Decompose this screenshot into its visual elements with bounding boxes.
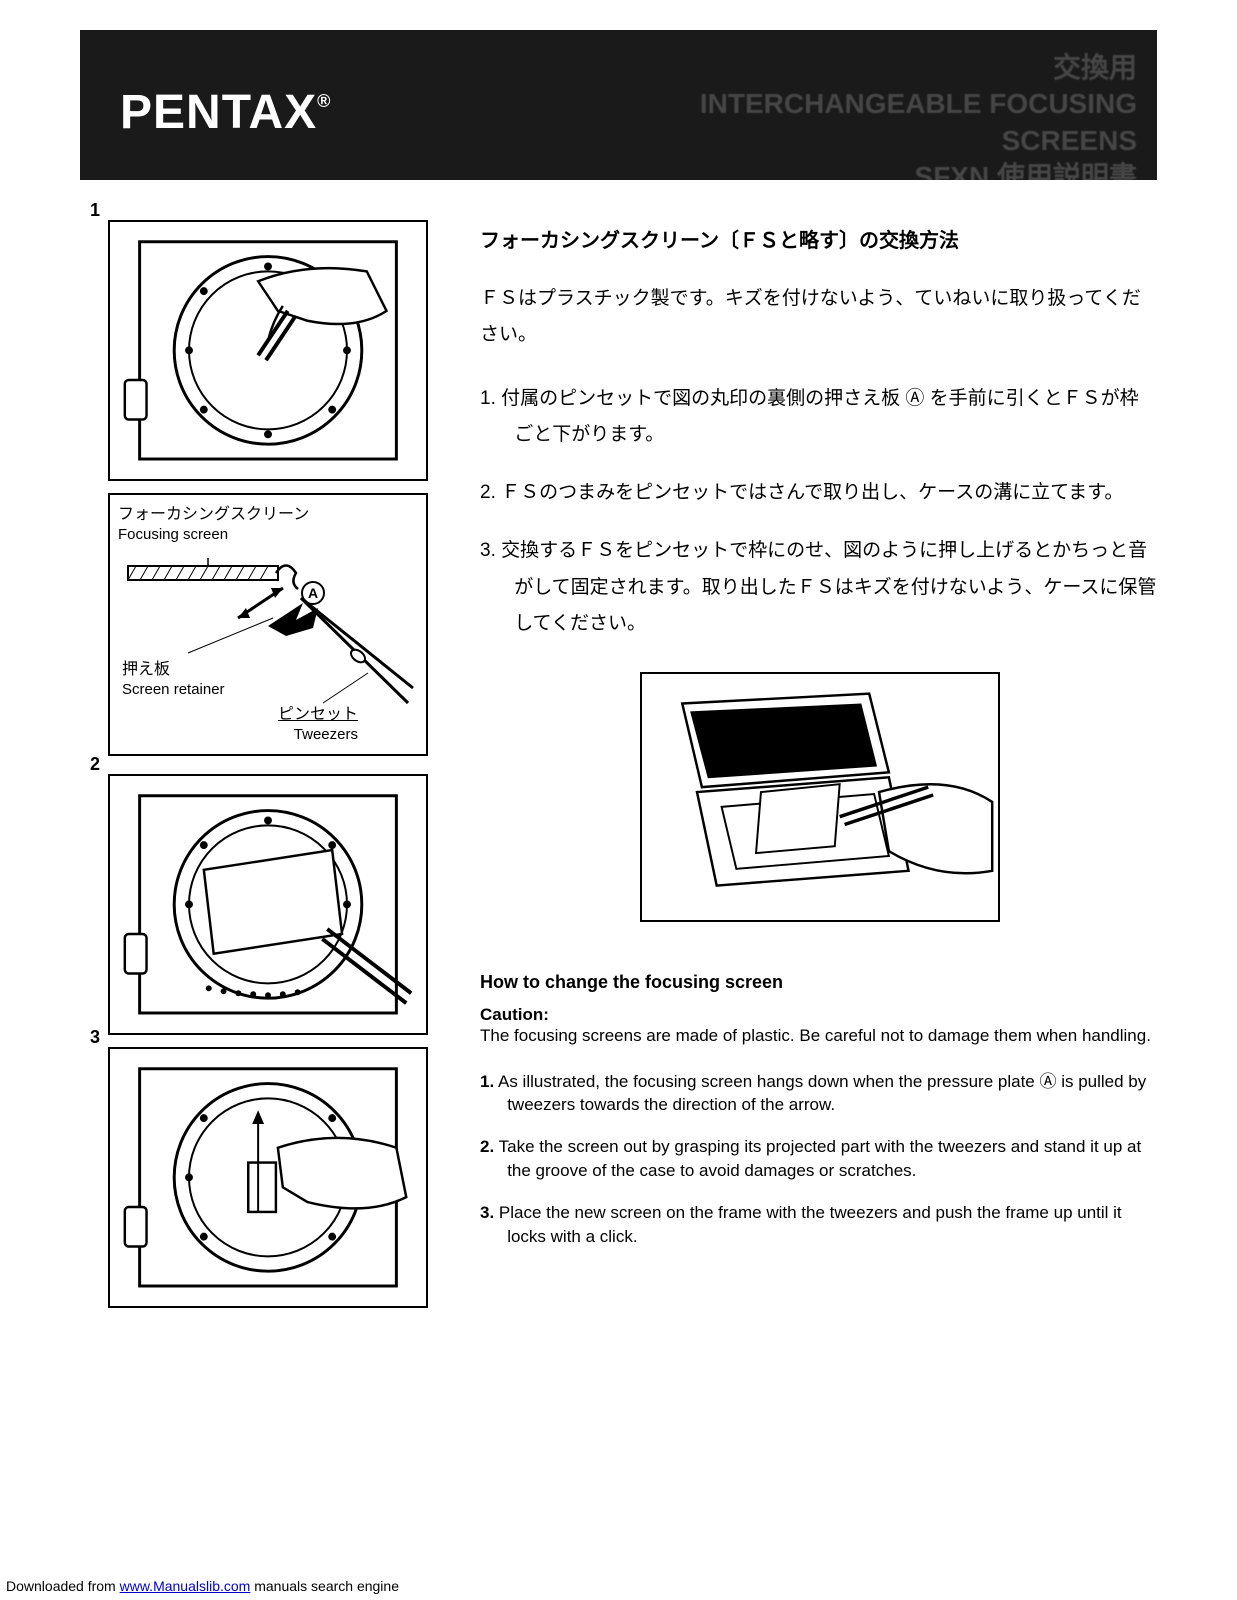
figure-3: 3	[108, 1047, 428, 1308]
jp-step-3: 3. 交換するＦＳをピンセットで枠にのせ、図のように押し上げるとかちっと音がして…	[480, 533, 1157, 641]
en-step-1: 1. As illustrated, the focusing screen h…	[480, 1070, 1157, 1118]
label-tweezers-jp: ピンセット	[118, 705, 358, 724]
footer: Downloaded from www.Manualslib.com manua…	[6, 1578, 399, 1594]
figure-2-number: 2	[90, 754, 100, 775]
diagram-labels: フォーカシングスクリーン Focusing screen	[108, 493, 428, 757]
figure-1-illustration	[110, 222, 426, 479]
figure-1: 1	[108, 220, 428, 481]
en-step-2: 2. Take the screen out by grasping its p…	[480, 1135, 1157, 1183]
figure-3-number: 3	[90, 1027, 100, 1048]
label-focusing-screen-en: Focusing screen	[118, 526, 418, 544]
en-caution-label: Caution:	[480, 1005, 1157, 1025]
en-title: How to change the focusing screen	[480, 972, 1157, 993]
left-column: 1	[80, 220, 440, 1320]
figure-2-illustration	[110, 776, 426, 1033]
en-steps: 1. As illustrated, the focusing screen h…	[480, 1070, 1157, 1249]
figure-2: 2	[108, 774, 428, 1035]
en-caution: The focusing screens are made of plastic…	[480, 1025, 1157, 1048]
figure-1-number: 1	[90, 200, 100, 221]
footer-link[interactable]: www.Manualslib.com	[120, 1578, 251, 1594]
header-band: PENTAX® 交換用 INTERCHANGEABLE FOCUSING SCR…	[80, 30, 1157, 180]
label-focusing-screen-jp: フォーカシングスクリーン	[118, 505, 418, 524]
jp-intro: ＦＳはプラスチック製です。キズを付けないよう、ていねいに取り扱ってください。	[480, 281, 1157, 353]
case-figure	[640, 672, 1000, 922]
brand-text: PENTAX	[120, 86, 317, 139]
en-step-3: 3. Place the new screen on the frame wit…	[480, 1201, 1157, 1249]
jp-title: フォーカシングスクリーン〔ＦＳと略す〕の交換方法	[480, 224, 1157, 253]
content-columns: 1	[80, 220, 1157, 1320]
jp-steps: 1. 付属のピンセットで図の丸印の裏側の押さえ板 Ⓐ を手前に引くとＦＳが枠ごと…	[480, 381, 1157, 642]
figure-3-illustration	[110, 1049, 426, 1306]
right-column: フォーカシングスクリーン〔ＦＳと略す〕の交換方法 ＦＳはプラスチック製です。キズ…	[480, 220, 1157, 1320]
label-retainer-en: Screen retainer	[122, 681, 418, 699]
header-degraded-text: 交換用 INTERCHANGEABLE FOCUSING SCREENS SFX…	[565, 30, 1157, 180]
footer-suffix: manuals search engine	[250, 1578, 399, 1594]
label-tweezers-en: Tweezers	[118, 726, 358, 744]
manual-page: PENTAX® 交換用 INTERCHANGEABLE FOCUSING SCR…	[0, 0, 1237, 1600]
brand-logo: PENTAX®	[120, 85, 331, 140]
footer-prefix: Downloaded from	[6, 1578, 120, 1594]
case-illustration	[642, 674, 998, 920]
jp-step-1: 1. 付属のピンセットで図の丸印の裏側の押さえ板 Ⓐ を手前に引くとＦＳが枠ごと…	[480, 381, 1157, 453]
jp-step-2: 2. ＦＳのつまみをピンセットではさんで取り出し、ケースの溝に立てます。	[480, 475, 1157, 511]
svg-text:A: A	[308, 585, 318, 601]
trademark: ®	[317, 91, 331, 111]
